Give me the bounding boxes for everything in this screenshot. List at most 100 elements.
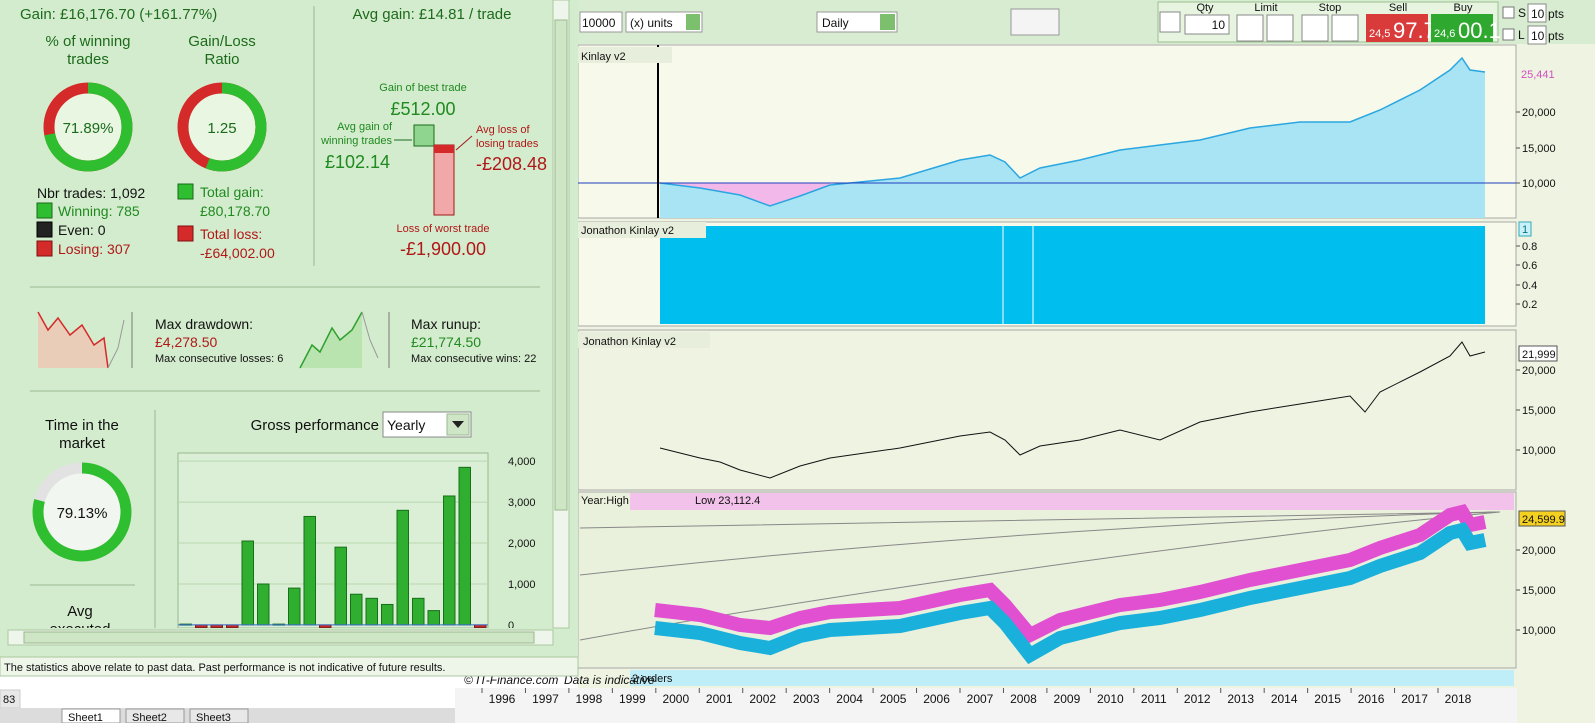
x-tick-label: 2003 [793, 692, 820, 706]
swatch [36, 202, 53, 219]
equity-line [659, 56, 1486, 207]
s-checkbox[interactable] [1502, 6, 1515, 19]
y-tick-label: 3,000 [508, 497, 536, 509]
swatch [177, 183, 194, 200]
y-tick-label: 4,000 [508, 456, 536, 468]
x-tick-label: 2007 [967, 692, 994, 706]
x-axis [455, 688, 1517, 723]
ratio-title: Gain/Loss [188, 33, 256, 50]
x-tick-label: 2012 [1184, 692, 1211, 706]
panel-tag: 25,441 [1521, 69, 1555, 81]
amount-field[interactable] [579, 11, 623, 33]
x-tick-label: 2002 [749, 692, 776, 706]
buy-label: Buy [1454, 2, 1473, 14]
winning-title: % of winning [45, 33, 130, 50]
qty-field[interactable] [1184, 14, 1230, 35]
y-tick-label: 0.6 [1522, 260, 1537, 272]
panel-tag: 1 [1522, 224, 1528, 236]
bar [443, 495, 456, 626]
sheet-tab-label: Sheet3 [196, 712, 231, 723]
qty: 10 [1212, 18, 1226, 32]
stop-label: Stop [1319, 2, 1342, 14]
drawdown-label: Max drawdown: [155, 316, 253, 332]
avg-loss-label: Avg loss of [476, 124, 531, 136]
buy-price-small: 24,6 [1434, 28, 1455, 40]
bar [257, 583, 270, 626]
stop-buy-button[interactable] [1301, 14, 1329, 42]
limit-label: Limit [1254, 2, 1277, 14]
swatch [36, 221, 53, 238]
scroll-thumb[interactable] [23, 631, 535, 644]
dropdown-button[interactable] [686, 14, 700, 30]
donut-win [43, 82, 133, 172]
x-tick-label: 2018 [1445, 692, 1472, 706]
avg-loss: -£208.48 [476, 154, 547, 174]
avg-win-label: winning trades [320, 135, 392, 147]
bar [381, 603, 394, 626]
panel-title: Kinlay v2 [581, 51, 626, 63]
best-label: Gain of best trade [379, 82, 466, 94]
y-tick-label: 15,000 [1522, 405, 1556, 417]
bar [412, 597, 425, 626]
indicator-button[interactable] [1010, 8, 1060, 36]
y-tick-label: 15,000 [1522, 585, 1556, 597]
tag-box [1518, 221, 1532, 237]
bar [241, 540, 254, 626]
donut-hole [49, 88, 127, 166]
stop-sell-button[interactable] [1331, 14, 1359, 42]
sell-price-small: 24,5 [1369, 28, 1390, 40]
total-loss-label: Total loss: [200, 226, 262, 242]
s-field[interactable] [1527, 3, 1547, 23]
bar [427, 610, 440, 626]
drawdown-tail [107, 319, 125, 369]
time-title: Time in the [45, 417, 119, 434]
y-tick-label: 10,000 [1522, 445, 1556, 457]
period-select[interactable] [816, 11, 898, 33]
y-tick-label: 1,000 [508, 579, 536, 591]
donut-gain [177, 82, 267, 172]
s-unit: pts [1548, 7, 1564, 21]
l-checkbox[interactable] [1502, 28, 1515, 41]
bar [396, 509, 409, 626]
worst: -£1,900.00 [400, 239, 486, 259]
panel-title: Year:High [581, 495, 629, 507]
scroll-thumb[interactable] [554, 19, 568, 511]
limit-buy-button[interactable] [1236, 14, 1264, 42]
winning-title: trades [67, 51, 109, 68]
lower-band [654, 521, 1487, 665]
limit-sell-button[interactable] [1266, 14, 1294, 42]
buy-button[interactable] [1431, 14, 1493, 42]
bar [288, 587, 301, 626]
total-gain-label: Total gain: [200, 184, 264, 200]
buy-price-big: 00.1 [1458, 18, 1501, 43]
runup: £21,774.50 [411, 334, 481, 350]
settings-button[interactable] [1159, 11, 1181, 33]
units-select[interactable] [625, 11, 703, 33]
drawdown-line [37, 311, 109, 369]
orders-band [630, 670, 1514, 686]
donut-time [32, 462, 132, 562]
sell-button[interactable] [1366, 14, 1428, 42]
tag-box [1518, 510, 1566, 527]
y-tick-label: 15,000 [1522, 143, 1556, 155]
avg-win-label: Avg gain of [337, 121, 393, 133]
x-tick-label: 2015 [1314, 692, 1341, 706]
stats-content: Gain: £16,176.70 (+161.77%) Avg gain: £1… [20, 6, 547, 632]
donut-hole [183, 88, 261, 166]
panel-title: Jonathon Kinlay v2 [583, 336, 676, 348]
orders: 2 orders [632, 673, 673, 685]
dropdown-button[interactable] [880, 14, 895, 30]
runup-label: Max runup: [411, 316, 481, 332]
x-tick-label: 2014 [1271, 692, 1298, 706]
sheet-tab-label: Sheet2 [132, 712, 167, 723]
worst-label: Loss of worst trade [397, 223, 490, 235]
panel [577, 329, 1517, 491]
x-tick-label: 2005 [880, 692, 907, 706]
arrow [455, 135, 473, 151]
s-pts: 10 [1531, 7, 1545, 21]
panel-header [578, 332, 710, 348]
y-tick-label: 0 [508, 620, 514, 632]
donut-label: 79.13% [57, 505, 108, 522]
panel-header [578, 47, 672, 63]
l-field[interactable] [1527, 25, 1547, 45]
